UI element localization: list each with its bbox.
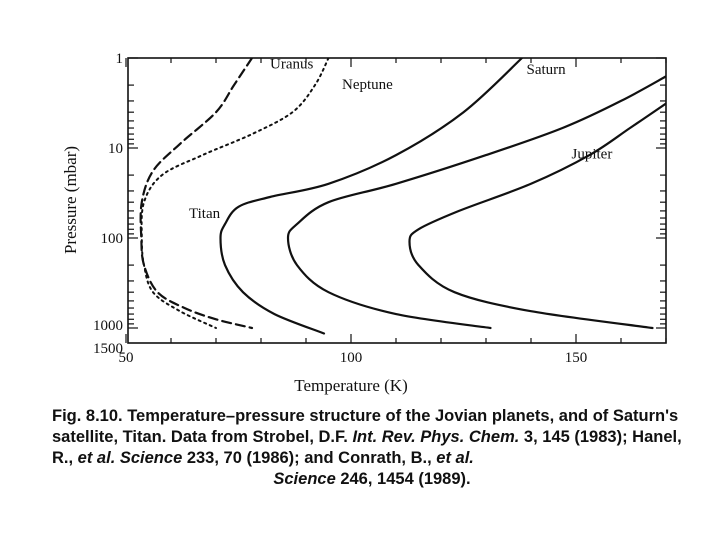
series-line-jupiter bbox=[408, 102, 666, 330]
caption-vol-3: 246 bbox=[335, 470, 368, 488]
x-tick-label: 150 bbox=[565, 350, 588, 366]
figure-caption: Fig. 8.10. Temperature–pressure structur… bbox=[52, 406, 692, 490]
caption-etal-2: et al. bbox=[436, 449, 474, 467]
series-label-neptune: Neptune bbox=[342, 77, 393, 93]
y-tick-label: 1000 bbox=[93, 318, 123, 334]
y-tick-label: 1500 bbox=[93, 341, 123, 357]
series-line-saturn bbox=[286, 75, 666, 330]
series-label-titan: Titan bbox=[189, 206, 221, 222]
chart-axes bbox=[125, 57, 667, 344]
series-line-neptune bbox=[140, 58, 330, 329]
caption-text-3: , 70 (1986); and Conrath, B., bbox=[214, 449, 437, 467]
series-line-titan bbox=[219, 58, 524, 335]
y-tick-label: 100 bbox=[101, 231, 124, 247]
caption-etal-1: et al. bbox=[77, 449, 116, 467]
caption-text-1: Temperature–pressure structure of the Jo… bbox=[52, 407, 679, 446]
y-tick-label: 10 bbox=[108, 141, 123, 157]
caption-vol-2: 233 bbox=[182, 449, 215, 467]
chart-curves bbox=[139, 58, 666, 335]
caption-journal-1: Int. Rev. Phys. Chem. bbox=[352, 428, 520, 446]
x-tick-label: 50 bbox=[119, 350, 134, 366]
caption-text-4: , 1454 (1989). bbox=[367, 470, 471, 488]
chart-labels: 50 100 150 1 10 100 1000 1500 Temperature (K) Pre… bbox=[61, 51, 612, 395]
caption-text-2: , 145 (1983); Hanel, R., bbox=[52, 428, 682, 467]
x-tick-label: 100 bbox=[340, 350, 363, 366]
plot-frame bbox=[127, 57, 667, 344]
caption-vol-1: 3 bbox=[519, 428, 534, 446]
series-line-uranus bbox=[139, 58, 254, 330]
series-label-saturn: Saturn bbox=[527, 62, 567, 78]
x-axis-title: Temperature (K) bbox=[294, 376, 408, 395]
y-axis-title: Pressure (mbar) bbox=[61, 146, 80, 254]
series-label-uranus: Uranus bbox=[270, 56, 313, 72]
caption-fig-label: Fig. 8.10. bbox=[52, 407, 123, 425]
caption-last-line: Science 246, 1454 (1989). bbox=[52, 469, 692, 490]
y-tick-label: 1 bbox=[116, 51, 124, 67]
series-label-jupiter: Jupiter bbox=[572, 146, 613, 162]
caption-journal-3: Science bbox=[273, 470, 336, 488]
temperature-pressure-chart: 50 100 150 1 10 100 1000 1500 Temperature (K) Pre… bbox=[61, 51, 667, 395]
caption-journal-2: Science bbox=[115, 449, 183, 467]
